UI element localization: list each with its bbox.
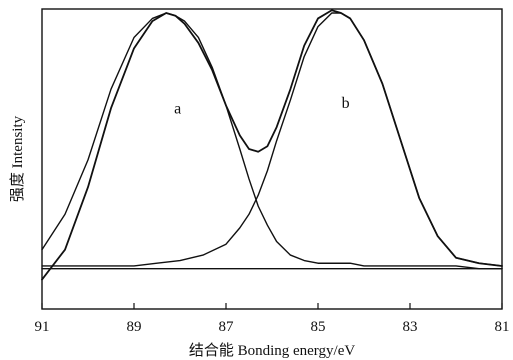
curve-label-b: b	[342, 95, 350, 112]
x-ticks: 91 89 87 85 83 81	[35, 303, 510, 335]
curve-label-a: a	[174, 101, 181, 118]
x-tick-label: 83	[403, 319, 418, 335]
x-axis-title: 结合能 Bonding energy/eV	[189, 342, 356, 359]
x-tick-label: 85	[311, 319, 326, 335]
series-line-1	[41, 9, 503, 281]
series-line-3	[41, 12, 503, 267]
x-tick-label: 87	[219, 319, 235, 335]
plot-frame	[41, 8, 503, 310]
y-axis-title: 强度 Intensity	[9, 115, 26, 202]
series-layer	[41, 9, 503, 281]
series-line-2	[41, 12, 503, 270]
x-tick-label: 89	[127, 319, 142, 335]
x-tick-label: 81	[495, 319, 510, 335]
x-tick-label: 91	[35, 319, 50, 335]
